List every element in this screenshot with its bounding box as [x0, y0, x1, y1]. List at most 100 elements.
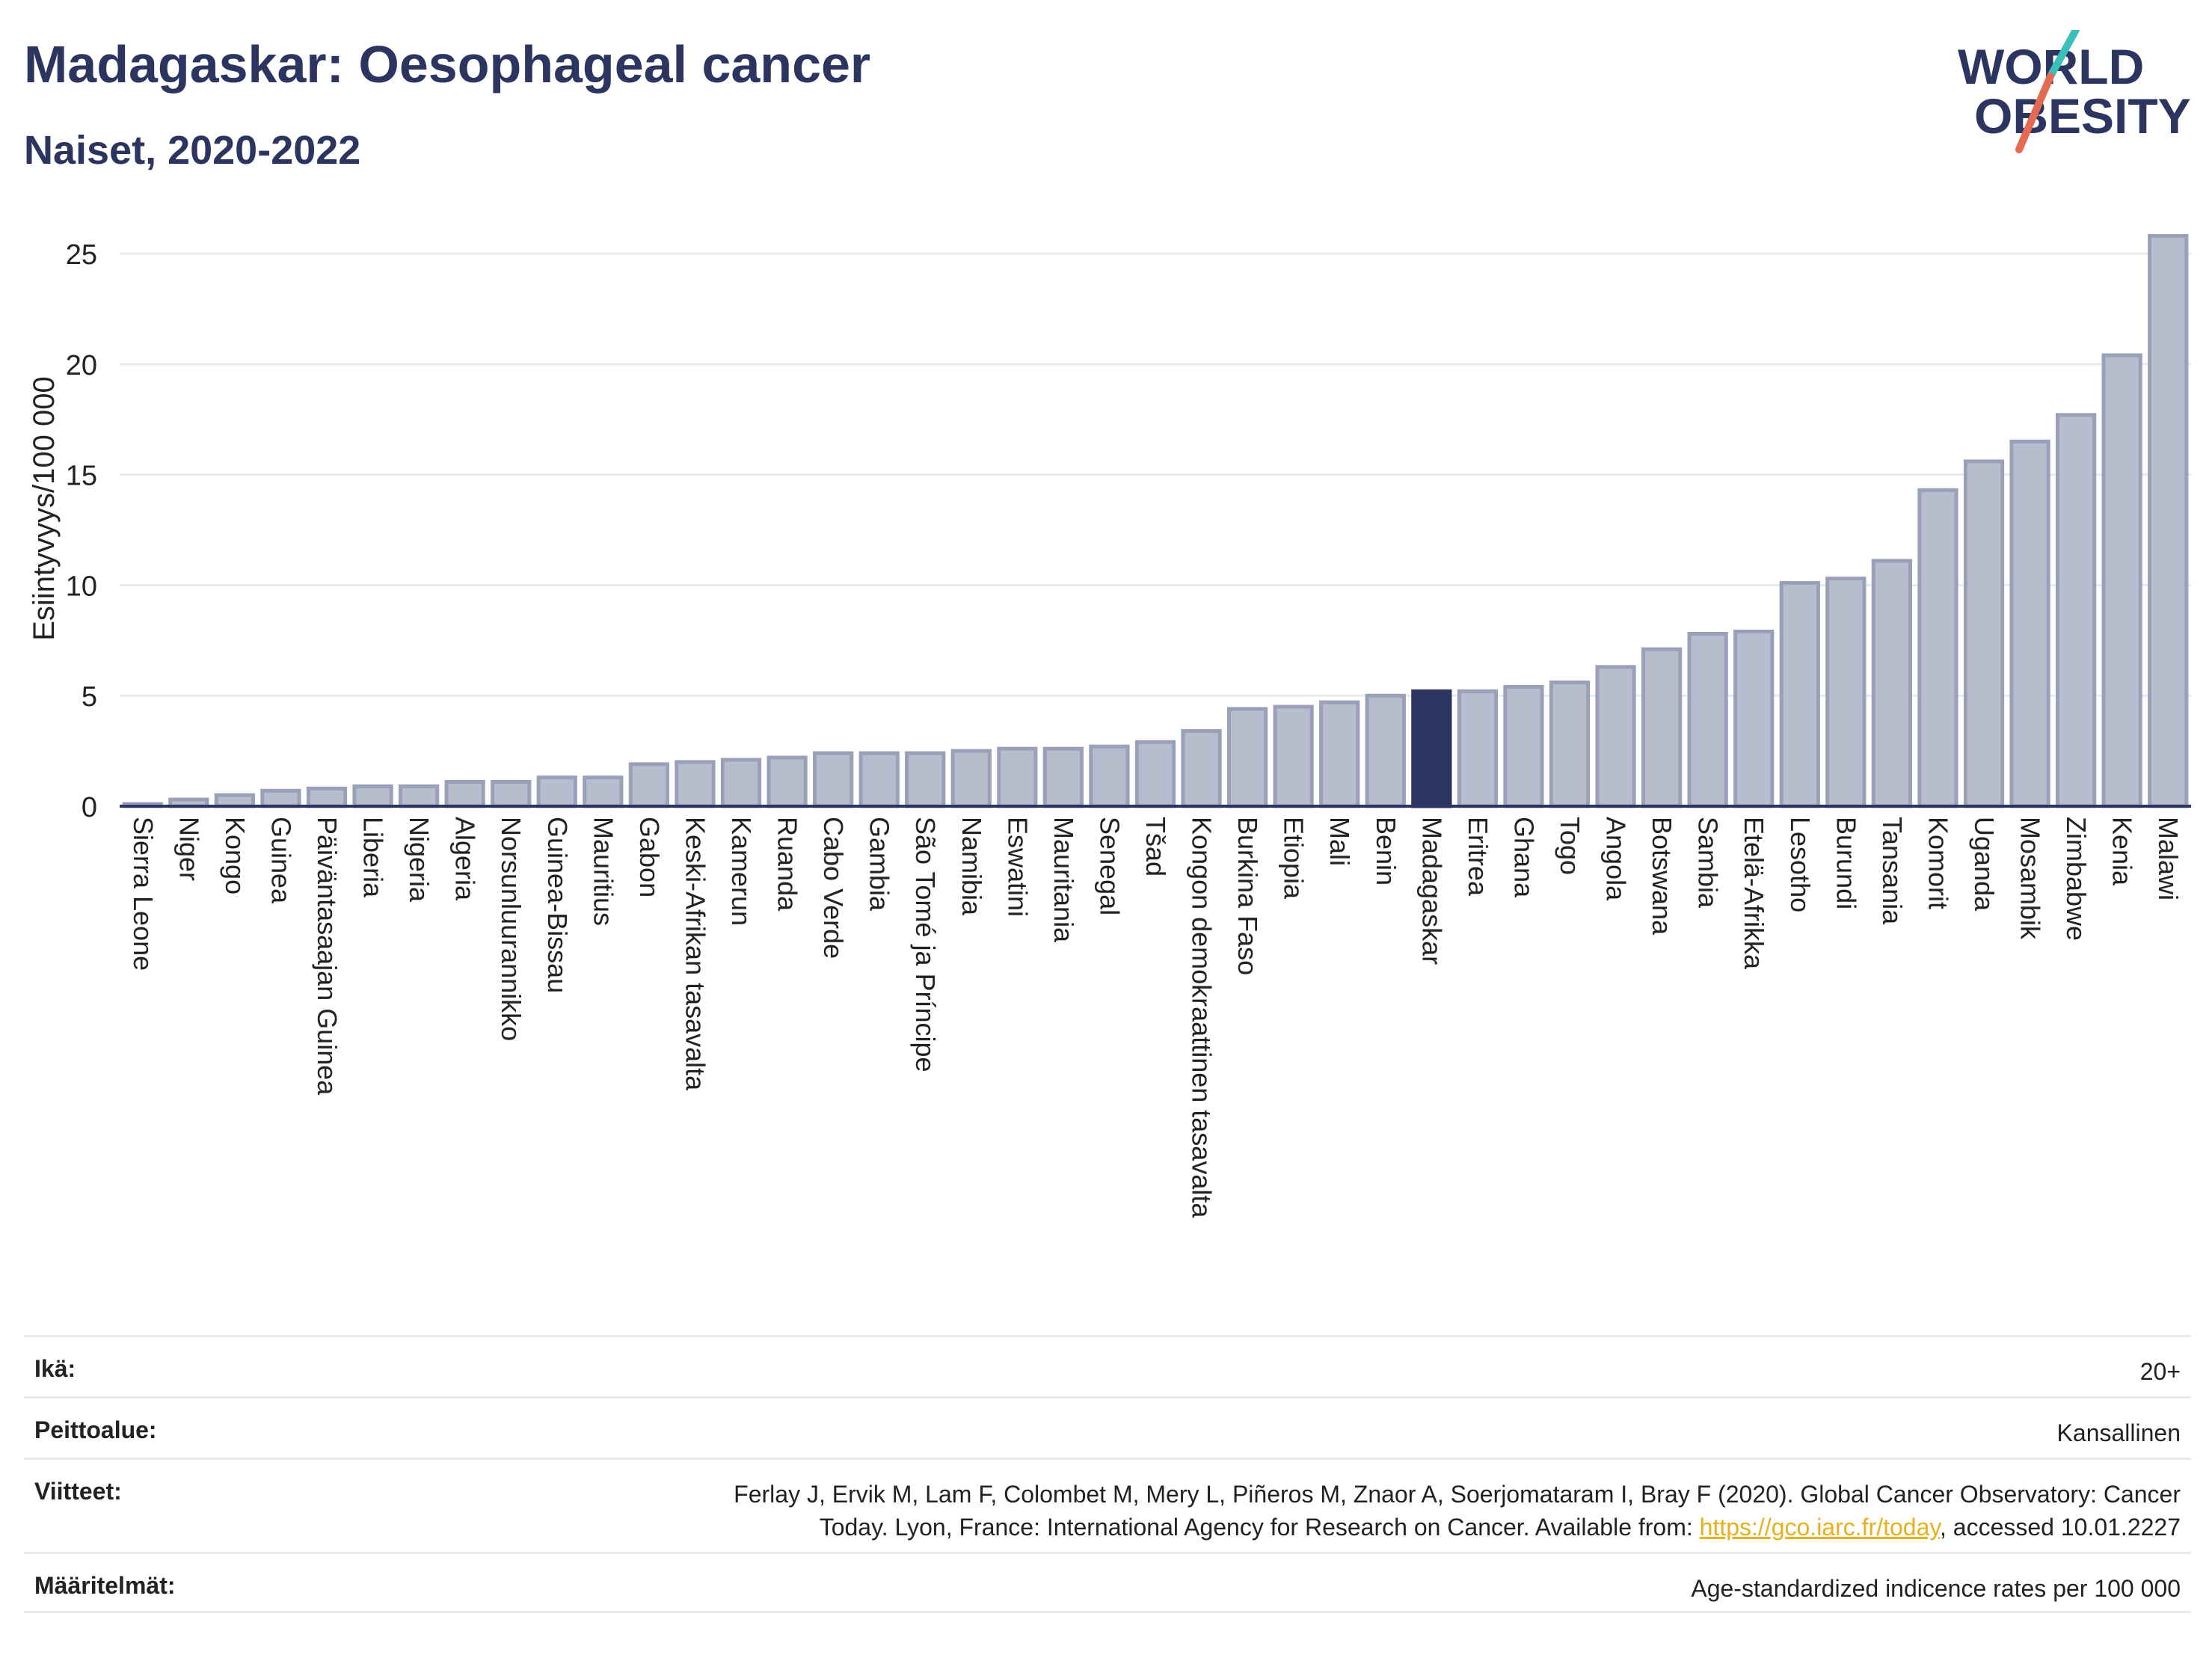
info-row-references: Viitteet: Ferlay J, Ervik M, Lam F, Colo…	[24, 1458, 2191, 1552]
info-table: Ikä: 20+ Peittoalue: Kansallinen Viittee…	[24, 1335, 2191, 1613]
info-value-age: 20+	[2139, 1358, 2181, 1385]
x-tick-label: Päiväntasaajan Guinea	[312, 817, 342, 1096]
bar	[1917, 488, 1958, 808]
x-tick-label: Madagaskar	[1416, 817, 1447, 965]
bar	[1503, 684, 1544, 808]
info-label-references: Viitteet:	[34, 1478, 122, 1505]
x-tick-label: Algeria	[450, 817, 481, 901]
chart-title: Madagaskar: Oesophageal cancer	[24, 35, 871, 93]
bar	[2148, 233, 2189, 808]
x-tick-label: Malawi	[2153, 817, 2184, 900]
x-tick-label: Lesotho	[1785, 817, 1816, 912]
x-tick-label: Mauritius	[588, 817, 618, 926]
bar	[628, 762, 670, 808]
chart-subtitle: Naiset, 2020-2022	[24, 128, 361, 173]
reference-line-2-post: , accessed 10.01.2227	[1939, 1514, 2181, 1541]
x-tick-label: Angola	[1601, 817, 1632, 901]
info-value-references: Ferlay J, Ervik M, Lam F, Colombet M, Me…	[734, 1478, 2181, 1544]
bar	[444, 779, 485, 808]
x-tick-labels: Sierra Leone Niger Kongo Guinea Päiväntasaaj…	[128, 817, 2184, 1218]
bar	[675, 760, 716, 808]
y-tick-labels: 0 5 10 15 20 25	[66, 239, 97, 823]
y-tick-label: 15	[66, 461, 97, 492]
bar	[1549, 680, 1591, 808]
x-tick-label: Ghana	[1508, 817, 1539, 898]
y-tick-label: 0	[82, 792, 97, 823]
x-tick-label: Burkina Faso	[1232, 817, 1263, 975]
bar	[398, 784, 440, 808]
x-tick-label: Tšad	[1140, 817, 1171, 876]
bar	[306, 786, 348, 808]
y-tick-label: 10	[66, 571, 97, 602]
bar	[1963, 459, 2005, 808]
bar	[2009, 439, 2050, 808]
x-tick-label: Etiopia	[1279, 817, 1309, 900]
x-tick-label: Etelä-Afrikka	[1739, 817, 1769, 970]
y-axis-label: Esiintyvyys/100 000	[28, 376, 61, 641]
bar	[1273, 704, 1314, 808]
x-tick-label: Eritrea	[1463, 817, 1493, 897]
x-tick-label: Kamerun	[726, 817, 757, 926]
bar	[858, 751, 900, 808]
bar	[1733, 630, 1775, 808]
bar	[491, 779, 532, 808]
x-tick-label: Sambia	[1693, 817, 1724, 909]
bars	[122, 233, 2189, 808]
logo-slash-teal	[2047, 30, 2080, 80]
x-tick-label: Senegal	[1094, 817, 1125, 915]
bar	[1365, 693, 1406, 808]
bar	[1595, 665, 1636, 808]
logo-slash-coral	[2015, 73, 2054, 153]
info-row-coverage: Peittoalue: Kansallinen	[24, 1396, 2191, 1458]
y-tick-label: 25	[66, 239, 97, 271]
x-tick-label: Togo	[1555, 817, 1585, 875]
x-tick-label: Mali	[1324, 817, 1355, 866]
bar	[950, 749, 992, 808]
bar	[1319, 700, 1360, 808]
x-tick-label: Kongon demokraattinen tasavalta	[1187, 817, 1217, 1218]
bar	[1871, 559, 1913, 808]
reference-link[interactable]: https://gco.iarc.fr/today	[1699, 1514, 1940, 1541]
x-tick-label: Norsunluurannikko	[496, 817, 526, 1041]
x-tick-label: Kongo	[220, 817, 251, 894]
x-tick-label: Botswana	[1647, 817, 1677, 936]
info-row-age: Ikä: 20+	[24, 1335, 2191, 1396]
x-tick-label: Nigeria	[404, 817, 434, 903]
x-tick-label: Namibia	[956, 817, 987, 916]
bar-chart: 0 5 10 15 20 25 Sierra Leone Niger Kongo Guinea P…	[28, 233, 2191, 1218]
bar	[1134, 740, 1176, 808]
bar	[2101, 353, 2142, 808]
y-tick-label: 5	[82, 681, 97, 713]
x-tick-label: São Tomé ja Príncipe	[910, 817, 941, 1072]
info-label-definitions: Määritelmät:	[34, 1572, 176, 1599]
info-value-definitions: Age-standardized indicence rates per 100…	[1691, 1575, 2181, 1602]
bar	[1042, 746, 1084, 808]
bar	[536, 776, 577, 808]
logo-word-obesity: OBESITY	[1974, 88, 2191, 144]
bar	[1089, 744, 1130, 808]
reference-line-2-pre: Today. Lyon, France: International Agenc…	[819, 1514, 1700, 1541]
bar	[1181, 729, 1222, 808]
x-tick-label: Benin	[1371, 817, 1401, 885]
logo-word-world: WORLD	[1958, 39, 2144, 94]
bar	[1779, 580, 1820, 808]
bar	[1641, 647, 1683, 808]
bar	[1687, 631, 1728, 808]
bar	[720, 758, 762, 808]
x-tick-label: Niger	[173, 817, 204, 881]
bar	[2055, 413, 2097, 808]
bar	[812, 751, 854, 808]
bar	[905, 751, 946, 808]
bar	[214, 793, 256, 808]
x-tick-label: Eswatini	[1002, 817, 1033, 917]
world-obesity-logo: WORLD OBESITY	[1958, 30, 2191, 153]
bar	[1825, 577, 1867, 808]
x-tick-label: Ruanda	[772, 817, 803, 912]
bar	[997, 746, 1038, 808]
x-tick-label: Tansania	[1877, 817, 1908, 925]
x-tick-label: Mosambik	[2015, 817, 2046, 940]
bar	[1226, 707, 1268, 808]
x-tick-label: Zimbabwe	[2061, 817, 2092, 941]
x-tick-label: Sierra Leone	[128, 817, 159, 971]
bar	[260, 788, 301, 808]
